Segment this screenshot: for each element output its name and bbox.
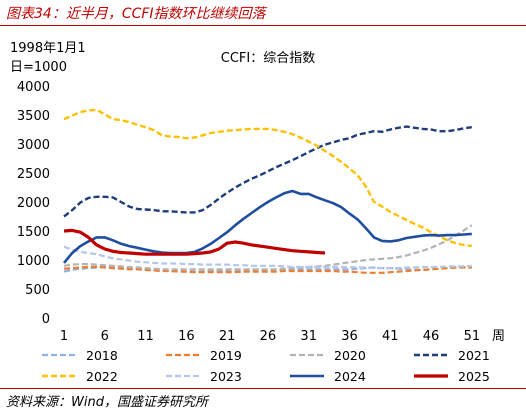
x-tick-label: 36 (341, 329, 358, 344)
x-tick-label: 46 (423, 329, 440, 344)
source-rule (0, 388, 526, 389)
legend-label-2024: 2024 (334, 369, 366, 384)
x-tick-label: 11 (137, 329, 154, 344)
chart-ccfi: 1998年1月1 日=1000 CCFI：综合指数 0 500 1000 1500 2000 2… (10, 41, 505, 384)
series-line-2020 (63, 224, 473, 271)
x-tick-label: 51 (464, 329, 481, 344)
series-line-2022 (63, 108, 472, 248)
x-axis-unit: 周 (492, 329, 505, 344)
x-tick-label: 26 (260, 329, 277, 344)
legend-label-2023: 2023 (210, 369, 242, 384)
source-note: 资料来源：Wind，国盛证券研究所 (6, 395, 208, 410)
x-tick-label: 1 (60, 329, 68, 344)
y-tick-label: 2500 (17, 167, 50, 182)
legend-label-2020: 2020 (334, 348, 366, 363)
chart-axes: 1998年1月1 日=1000 CCFI：综合指数 0 500 1000 1500 2000 2… (10, 41, 505, 344)
series-line-2023 (63, 245, 472, 270)
y-tick-label: 1000 (17, 254, 50, 269)
legend-label-2018: 2018 (86, 348, 118, 363)
legend-label-2025: 2025 (458, 369, 490, 384)
y-tick-label: 4000 (17, 80, 50, 95)
y-axis-label-line1: 1998年1月1 (10, 41, 86, 56)
legend-label-2021: 2021 (458, 348, 490, 363)
title-rule (0, 25, 526, 26)
chart-title: CCFI：综合指数 (221, 51, 315, 66)
legend-label-2019: 2019 (210, 348, 242, 363)
chart-legend: 2018 2019 2020 2021 2022 2023 2024 2025 (42, 348, 490, 384)
x-tick-label: 21 (219, 329, 236, 344)
chart-series-group (62, 108, 473, 274)
y-tick-label: 1500 (17, 225, 50, 240)
series-line-2019 (63, 265, 472, 274)
x-tick-label: 41 (382, 329, 399, 344)
legend-label-2022: 2022 (86, 369, 118, 384)
y-tick-label: 2000 (17, 196, 50, 211)
y-tick-label: 3500 (17, 109, 50, 124)
x-tick-label: 16 (178, 329, 195, 344)
y-tick-label: 3000 (17, 138, 50, 153)
y-axis-label-line2: 日=1000 (10, 60, 67, 75)
series-line-2021 (63, 125, 472, 218)
figure-title: 图表34：近半月，CCFI指数环比继续回落 (6, 6, 266, 22)
series-line-2024 (62, 189, 472, 264)
x-tick-label: 6 (101, 329, 109, 344)
y-tick-label: 500 (25, 283, 50, 298)
y-tick-label: 0 (42, 312, 50, 327)
x-tick-label: 31 (300, 329, 317, 344)
series-line-2025 (63, 228, 326, 256)
